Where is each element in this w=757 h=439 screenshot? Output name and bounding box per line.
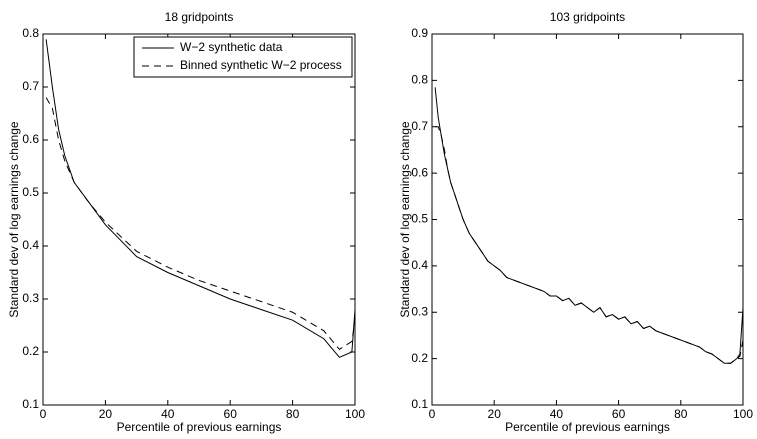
- x-tick-label: 60: [612, 407, 626, 421]
- axes-box: [431, 33, 744, 406]
- y-tick-label: 0.5: [411, 212, 428, 226]
- x-tick-label: 40: [550, 407, 564, 421]
- legend-box: [133, 36, 353, 78]
- x-tick-label: 100: [733, 407, 753, 421]
- y-tick-label: 0.7: [411, 119, 428, 133]
- axes-box: [42, 33, 356, 406]
- y-tick-label: 0.4: [22, 238, 39, 252]
- chart-title: 103 gridpoints: [550, 10, 625, 24]
- y-tick-label: 0.2: [411, 351, 428, 365]
- y-tick-label: 0.1: [411, 397, 428, 411]
- y-tick-label: 0.8: [22, 26, 39, 40]
- x-tick-label: 20: [99, 407, 113, 421]
- y-tick-label: 0.3: [22, 291, 39, 305]
- y-tick-label: 0.7: [22, 79, 39, 93]
- y-tick-label: 0.8: [411, 73, 428, 87]
- x-tick-label: 0: [40, 407, 47, 421]
- x-tick-label: 40: [161, 407, 175, 421]
- y-tick-label: 0.5: [22, 185, 39, 199]
- series-line: [434, 87, 744, 364]
- x-axis-label: Percentile of previous earnings: [505, 420, 670, 434]
- chart-panel: 18 gridpoints Percentile of previous earn…: [7, 10, 365, 434]
- y-tick-label: 0.1: [22, 397, 39, 411]
- y-tick-label: 0.9: [411, 26, 428, 40]
- series-line: [435, 126, 744, 364]
- y-tick-label: 0.6: [22, 132, 39, 146]
- y-tick-label: 0.4: [411, 258, 428, 272]
- chart-title: 18 gridpoints: [165, 10, 234, 24]
- x-tick-label: 20: [488, 407, 502, 421]
- legend-label: Binned synthetic W−2 process: [180, 58, 342, 72]
- legend-label: W−2 synthetic data: [180, 40, 283, 54]
- series-line: [45, 39, 356, 358]
- x-axis-label: Percentile of previous earnings: [117, 420, 282, 434]
- y-tick-label: 0.2: [22, 344, 39, 358]
- chart-panel: 103 gridpoints Percentile of previous ear…: [398, 10, 753, 434]
- x-tick-label: 80: [286, 407, 300, 421]
- x-tick-label: 100: [345, 407, 365, 421]
- x-tick-label: 60: [224, 407, 238, 421]
- legend: W−2 synthetic data Binned synthetic W−2 p…: [133, 36, 353, 78]
- y-axis-label: Standard dev of log earnings change: [7, 121, 21, 317]
- y-tick-label: 0.6: [411, 165, 428, 179]
- x-tick-label: 80: [674, 407, 688, 421]
- series-line: [45, 97, 356, 351]
- x-tick-label: 0: [429, 407, 436, 421]
- y-axis-label: Standard dev of log earnings change: [398, 121, 412, 317]
- y-tick-label: 0.3: [411, 304, 428, 318]
